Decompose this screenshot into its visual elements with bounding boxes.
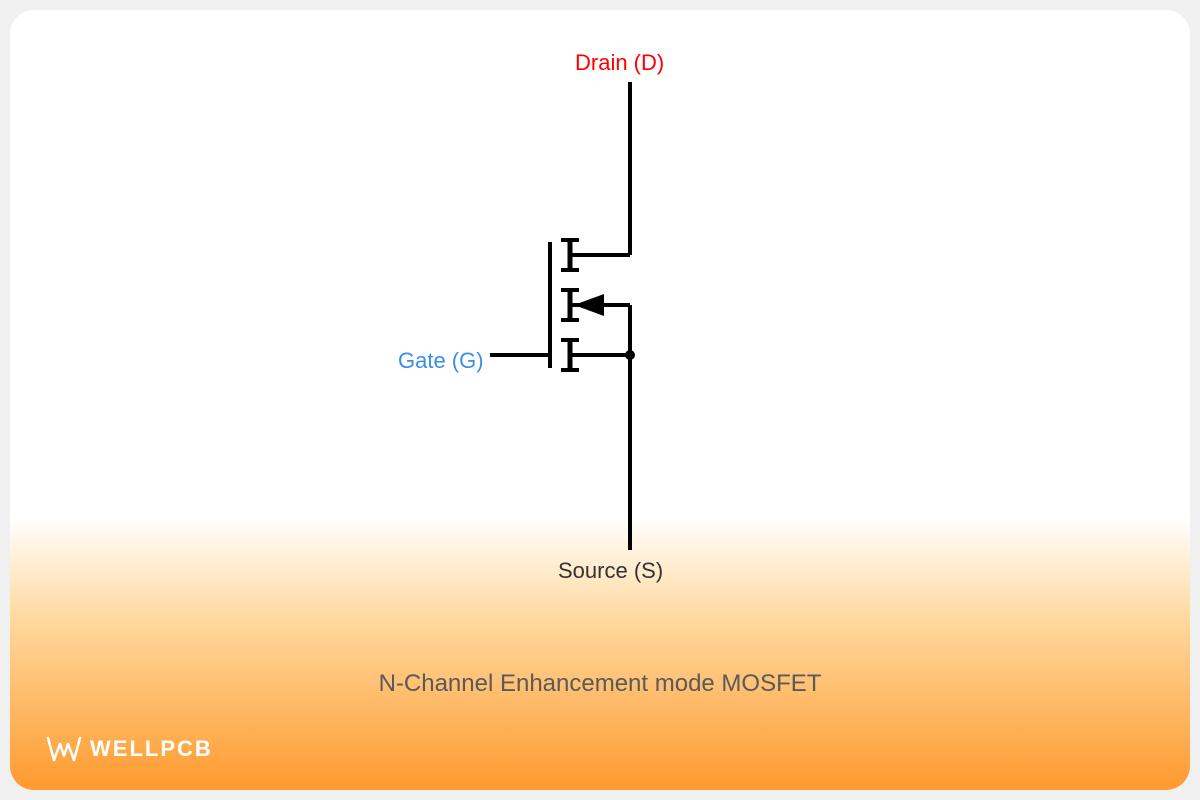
gate-label: Gate (G) — [398, 348, 484, 374]
diagram-area: Drain (D) Gate (G) Source (S) N-Channel … — [10, 10, 1190, 790]
brand-logo: WELLPCB — [46, 734, 213, 764]
brand-logo-text: WELLPCB — [90, 736, 213, 762]
source-label: Source (S) — [558, 558, 663, 584]
diagram-card: Drain (D) Gate (G) Source (S) N-Channel … — [10, 10, 1190, 790]
diagram-caption: N-Channel Enhancement mode MOSFET — [379, 670, 822, 698]
drain-label: Drain (D) — [575, 50, 664, 76]
brand-logo-icon — [46, 734, 82, 764]
